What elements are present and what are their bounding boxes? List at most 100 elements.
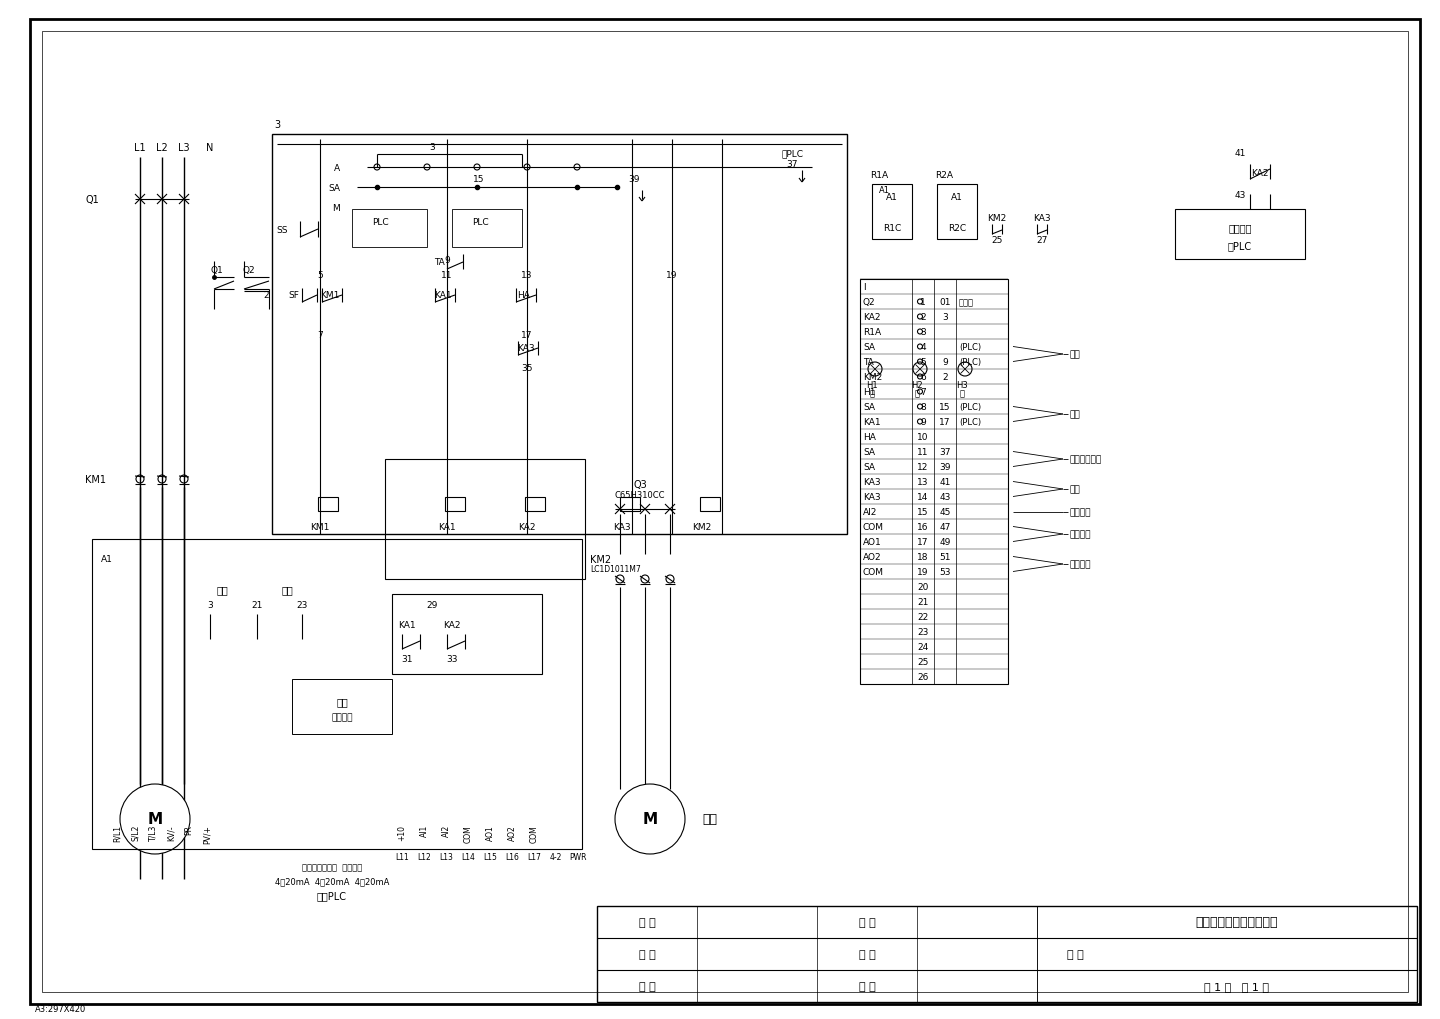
Text: 16: 16 <box>917 523 929 532</box>
Text: 41: 41 <box>939 478 950 486</box>
Text: A1: A1 <box>101 555 112 564</box>
Text: 17: 17 <box>917 537 929 546</box>
Text: 校 核: 校 核 <box>638 949 655 959</box>
Text: SA: SA <box>863 403 876 412</box>
Text: 运行电流: 运行电流 <box>1070 560 1092 569</box>
Text: PLC: PLC <box>372 217 389 226</box>
Text: 14: 14 <box>917 492 929 501</box>
Text: KM2: KM2 <box>590 554 611 565</box>
Text: 37: 37 <box>939 447 950 457</box>
Text: 基交频率: 基交频率 <box>331 713 353 721</box>
Text: 43: 43 <box>939 492 950 501</box>
Circle shape <box>120 785 190 854</box>
Text: Q1: Q1 <box>85 195 99 205</box>
Text: 23: 23 <box>297 600 308 609</box>
Text: 停止: 停止 <box>1070 351 1081 359</box>
Bar <box>526 497 544 512</box>
Text: KM2: KM2 <box>693 522 711 531</box>
Text: COM: COM <box>863 523 884 532</box>
Text: A1: A1 <box>886 193 899 202</box>
Text: KA3: KA3 <box>863 492 881 501</box>
Bar <box>92 539 582 849</box>
Text: 21: 21 <box>917 597 929 606</box>
Text: 13: 13 <box>917 478 929 486</box>
Text: PWR: PWR <box>569 853 586 862</box>
Text: H3: H3 <box>956 380 968 389</box>
Text: KA1: KA1 <box>438 522 456 531</box>
Text: R2A: R2A <box>935 170 953 179</box>
Text: L3: L3 <box>179 143 190 153</box>
Text: 审 核: 审 核 <box>858 917 876 927</box>
Text: Q1: Q1 <box>210 265 223 274</box>
Text: 19: 19 <box>917 568 929 577</box>
Bar <box>292 680 392 735</box>
Text: I: I <box>863 282 865 291</box>
Text: 8: 8 <box>920 403 926 412</box>
Text: 5: 5 <box>317 270 323 279</box>
Bar <box>452 210 521 248</box>
Text: (PLC): (PLC) <box>959 342 981 352</box>
Text: PLC: PLC <box>472 217 488 226</box>
Text: AI2: AI2 <box>442 824 451 837</box>
Text: 频率: 频率 <box>336 696 348 706</box>
Text: 15: 15 <box>939 403 950 412</box>
Text: 故障: 故障 <box>1070 485 1081 494</box>
Bar <box>272 135 847 535</box>
Text: 4～20mA  4～20mA  4～20mA: 4～20mA 4～20mA 4～20mA <box>275 876 389 886</box>
Text: 共 1 页   第 1 页: 共 1 页 第 1 页 <box>1204 981 1270 991</box>
Text: KM1: KM1 <box>85 475 107 484</box>
Text: H1: H1 <box>863 387 876 396</box>
Text: 19: 19 <box>667 270 678 279</box>
Text: 10: 10 <box>917 433 929 441</box>
Text: A1: A1 <box>950 193 963 202</box>
Text: AO2: AO2 <box>863 552 881 561</box>
Text: 黄: 黄 <box>914 389 920 398</box>
Text: R1C: R1C <box>883 223 901 232</box>
Text: L2: L2 <box>156 143 168 153</box>
Text: KA2: KA2 <box>863 313 880 322</box>
Bar <box>598 906 1417 1002</box>
Text: 22: 22 <box>917 612 929 622</box>
Text: 5: 5 <box>920 358 926 367</box>
Text: A: A <box>334 163 340 172</box>
Text: +10: +10 <box>397 824 406 841</box>
Text: 图 号: 图 号 <box>1067 949 1084 959</box>
Text: L13: L13 <box>439 853 454 862</box>
Text: T/L3: T/L3 <box>148 824 157 841</box>
Text: KM1: KM1 <box>310 522 330 531</box>
Text: 15: 15 <box>917 507 929 517</box>
Text: 批 准: 批 准 <box>858 949 876 959</box>
Bar <box>937 184 976 239</box>
Text: 25: 25 <box>991 235 1002 245</box>
Text: Q2: Q2 <box>863 298 876 307</box>
Text: AO2: AO2 <box>507 824 517 840</box>
Text: KV/-: KV/- <box>167 824 176 840</box>
Bar <box>392 594 541 675</box>
Text: 速度反馈: 速度反馈 <box>1070 530 1092 539</box>
Text: 故障: 故障 <box>216 585 228 594</box>
Text: 运行: 运行 <box>281 585 292 594</box>
Text: 运行频率: 运行频率 <box>1070 507 1092 517</box>
Text: 日 期: 日 期 <box>858 981 876 991</box>
Text: 红: 红 <box>959 389 965 398</box>
Text: 39: 39 <box>939 463 950 472</box>
Text: C65H310CC: C65H310CC <box>615 490 665 499</box>
Text: 设 计: 设 计 <box>638 917 655 927</box>
Text: 31: 31 <box>402 655 413 663</box>
Text: KA3: KA3 <box>863 478 881 486</box>
Text: HA: HA <box>863 433 876 441</box>
Text: 47: 47 <box>939 523 950 532</box>
Text: TA: TA <box>435 257 445 266</box>
Text: PV/+: PV/+ <box>203 824 212 843</box>
Text: M: M <box>333 204 340 212</box>
Text: 3: 3 <box>207 600 213 609</box>
Text: 变频器控制信号  电流信号: 变频器控制信号 电流信号 <box>302 863 361 871</box>
Text: 51: 51 <box>939 552 950 561</box>
Text: (PLC): (PLC) <box>959 403 981 412</box>
Text: A1: A1 <box>878 185 890 195</box>
Text: L17: L17 <box>527 853 541 862</box>
Text: N: N <box>206 143 213 153</box>
Text: R2C: R2C <box>948 223 966 232</box>
Text: 17: 17 <box>521 330 533 339</box>
Text: SF: SF <box>288 290 300 300</box>
